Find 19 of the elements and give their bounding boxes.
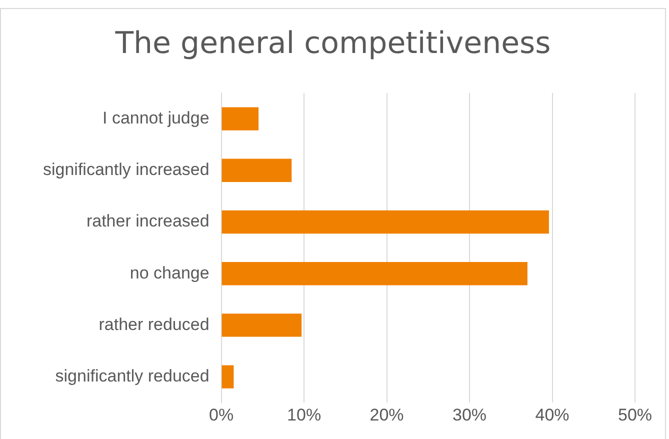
x-tick-label: 40% [535, 405, 570, 424]
y-tick-label: significantly increased [42, 160, 210, 180]
x-tick-label: 10% [287, 405, 322, 424]
bar [222, 262, 528, 286]
bar [222, 314, 302, 337]
x-tick-label: 30% [452, 405, 487, 424]
bar [222, 107, 259, 130]
chart-title: The general competitiveness [114, 26, 551, 61]
y-tick-label: rather reduced [98, 314, 210, 334]
bar [222, 210, 549, 234]
y-tick-label: I cannot judge [102, 108, 210, 128]
x-tick-label: 50% [618, 405, 652, 424]
y-tick-label: significantly reduced [55, 366, 210, 386]
bar [222, 158, 292, 182]
x-tick-label: 0% [209, 405, 234, 424]
y-tick-label: no change [130, 263, 210, 282]
bar [222, 365, 234, 388]
y-tick-label: rather increased [86, 212, 210, 231]
x-tick-label: 20% [370, 405, 404, 424]
